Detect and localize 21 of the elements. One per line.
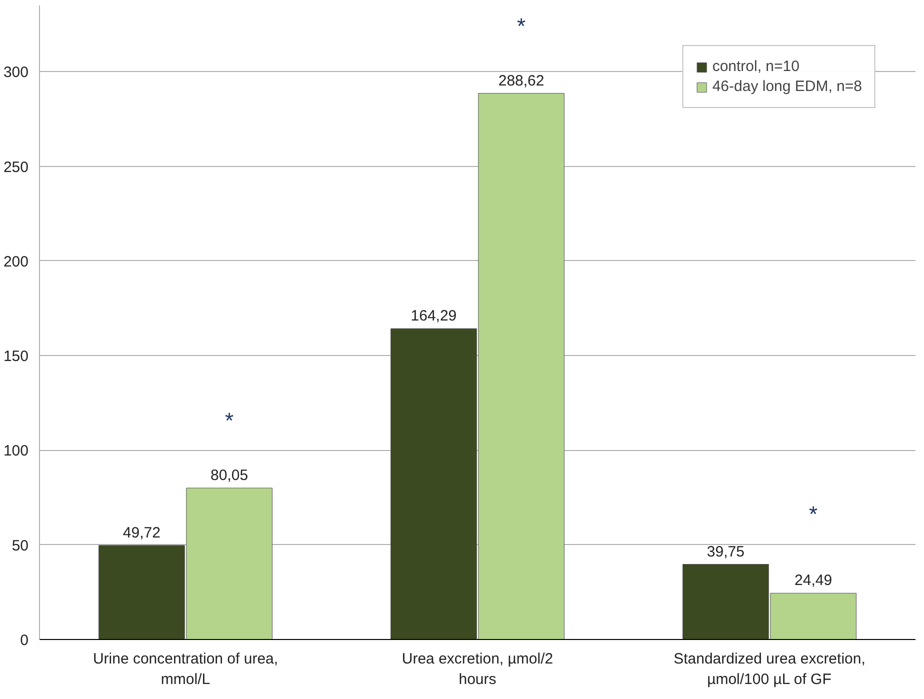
y-tick-label: 150 xyxy=(3,348,29,366)
y-tick-label: 250 xyxy=(3,158,29,176)
y-tick-label: 100 xyxy=(3,442,29,460)
x-tick-label: Urea excretion, µmol/2 hours xyxy=(402,650,554,688)
y-tick-label: 300 xyxy=(3,64,29,82)
x-tick-label: Standardized urea excretion, µmol/100 µL of GF xyxy=(674,650,866,688)
y-tick-label: 200 xyxy=(3,253,29,270)
data-label: 288,62 xyxy=(498,72,544,90)
annotation: * xyxy=(517,13,526,38)
data-label: 164,29 xyxy=(410,308,457,325)
y-tick-label: 0 xyxy=(20,632,28,649)
data-label: 80,05 xyxy=(210,467,248,484)
legend-label: control, n=10 xyxy=(712,58,800,75)
annotation: * xyxy=(225,408,234,433)
y-tick-label: 50 xyxy=(12,537,29,554)
data-label: 49,72 xyxy=(122,524,160,542)
legend-label: 46-day long EDM, n=8 xyxy=(712,78,862,95)
data-label: 39,75 xyxy=(706,543,744,560)
annotation: * xyxy=(809,501,818,526)
x-tick-label: Urine concentration of urea, mmol/L xyxy=(92,650,278,688)
data-label: 24,49 xyxy=(794,572,832,590)
